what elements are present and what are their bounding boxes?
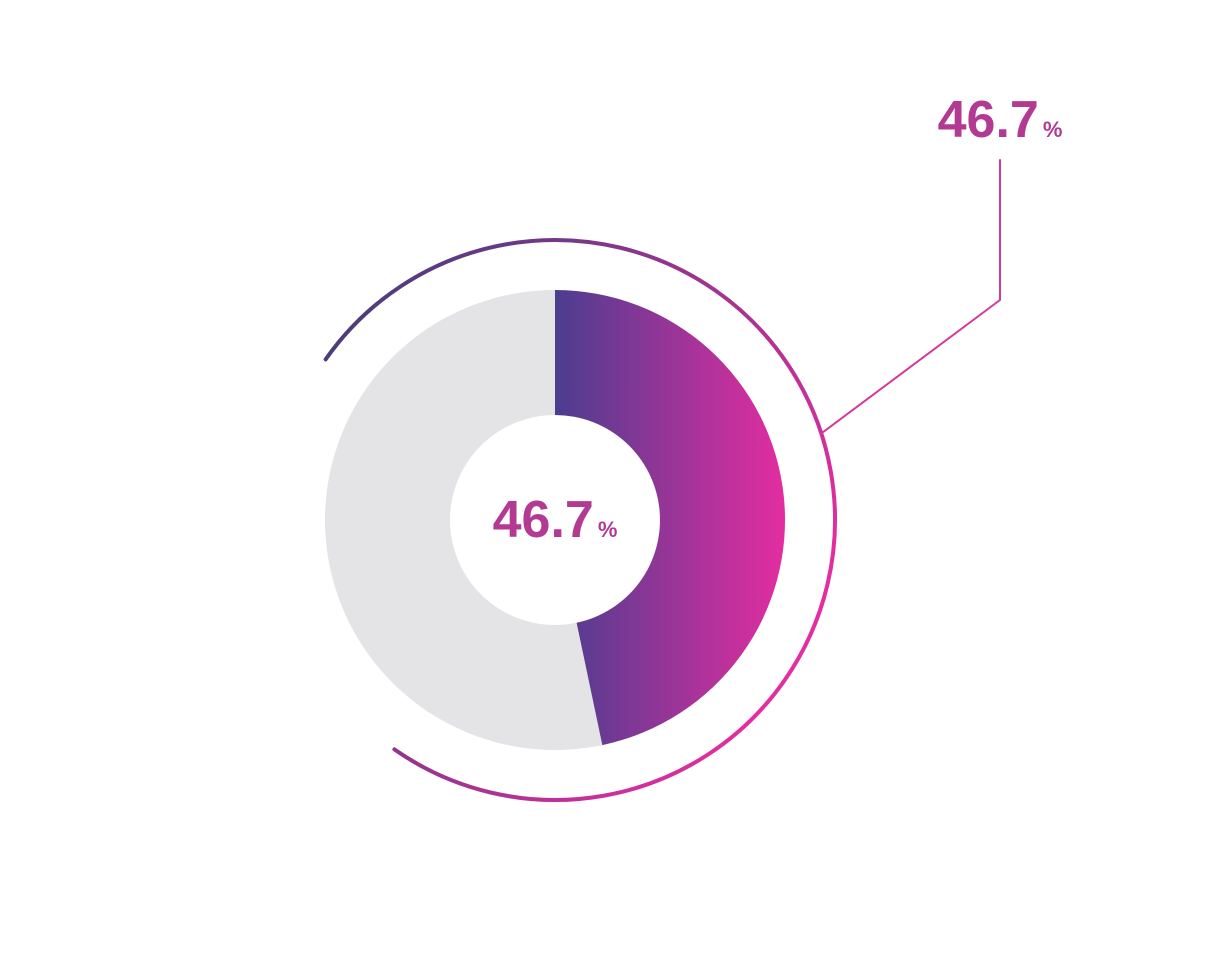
callout-percentage-suffix: % (1043, 117, 1063, 142)
center-percentage-suffix: % (598, 517, 618, 542)
chart-canvas: 46.7% 46.7% (0, 0, 1225, 980)
callout-percentage-value: 46.7 (938, 91, 1039, 149)
leader-line (821, 160, 1000, 433)
center-percentage-label: 46.7% (493, 490, 618, 550)
callout-percentage-label: 46.7% (938, 90, 1063, 150)
center-percentage-value: 46.7 (493, 491, 594, 549)
